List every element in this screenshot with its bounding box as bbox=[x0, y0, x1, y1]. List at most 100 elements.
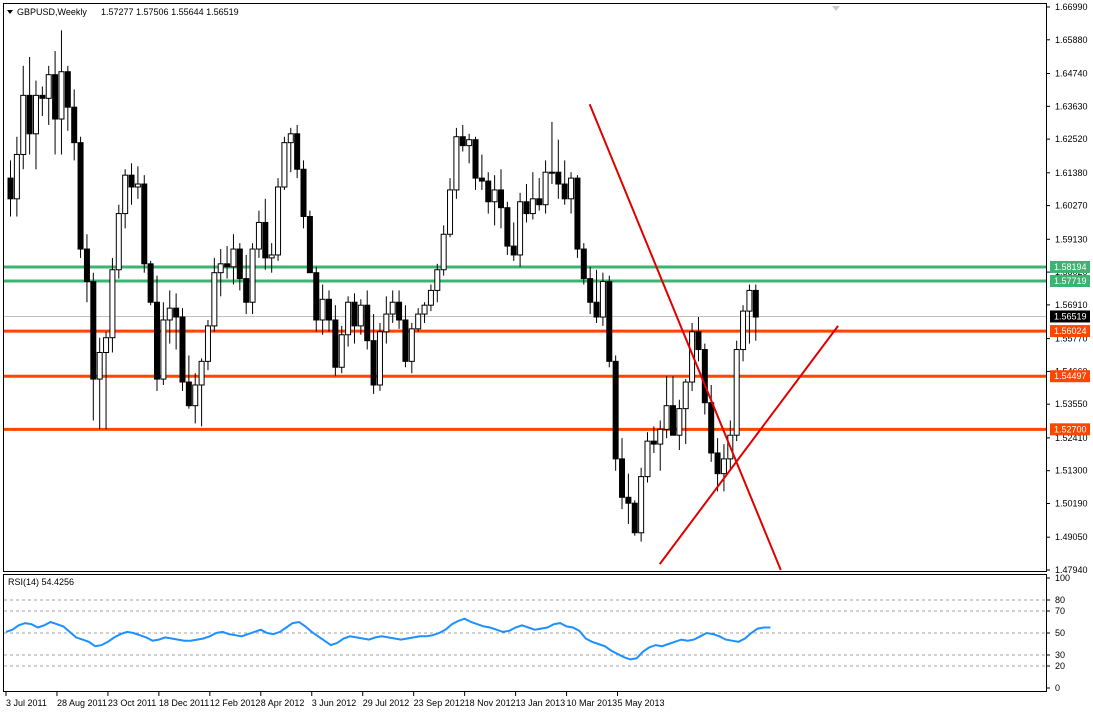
candle bbox=[58, 30, 65, 155]
candle-body-bear bbox=[147, 263, 154, 303]
candle bbox=[682, 379, 689, 445]
time-tick-label: 18 Dec 2011 bbox=[159, 698, 209, 708]
candle-body-bear bbox=[619, 458, 626, 498]
candle-body-bear bbox=[459, 136, 466, 147]
candle-body-bear bbox=[243, 278, 250, 303]
candle bbox=[32, 80, 39, 170]
candle-body-bear bbox=[90, 281, 97, 380]
candle bbox=[669, 376, 676, 436]
candle-body-bear bbox=[236, 248, 243, 280]
candle bbox=[580, 243, 587, 285]
candle-body-bear bbox=[536, 198, 543, 206]
candle-body-bear bbox=[555, 171, 562, 185]
candle bbox=[606, 275, 613, 368]
candle-body-bull bbox=[58, 71, 65, 120]
candle bbox=[77, 136, 84, 258]
candle bbox=[593, 269, 600, 323]
candle bbox=[39, 86, 46, 117]
candle bbox=[326, 290, 332, 332]
candle bbox=[689, 322, 696, 391]
trendline[interactable] bbox=[658, 325, 839, 565]
candle bbox=[396, 290, 403, 329]
candle bbox=[64, 65, 71, 131]
candle-body-bear bbox=[625, 496, 632, 504]
price-tick-label: 1.66990 bbox=[1055, 2, 1088, 12]
candle bbox=[746, 284, 753, 344]
candle bbox=[752, 284, 759, 341]
candle-body-bull bbox=[682, 381, 689, 410]
candle bbox=[90, 272, 97, 421]
candle bbox=[408, 322, 415, 374]
candle bbox=[45, 65, 52, 125]
rsi-tick-label: 0 bbox=[1055, 683, 1060, 693]
candle bbox=[115, 204, 122, 279]
candle bbox=[204, 319, 211, 371]
candle bbox=[294, 124, 301, 179]
rsi-label: RSI(14) 54.4256 bbox=[8, 577, 74, 587]
time-tick-label: 23 Oct 2011 bbox=[108, 698, 156, 708]
candle bbox=[13, 136, 20, 217]
candle bbox=[478, 154, 485, 190]
candle bbox=[650, 426, 657, 453]
candle bbox=[179, 308, 186, 391]
candle-body-bear bbox=[128, 174, 135, 188]
candle bbox=[313, 266, 320, 332]
candle bbox=[440, 225, 447, 276]
candle-body-bull bbox=[638, 476, 645, 534]
candle-body-bear bbox=[326, 298, 332, 321]
price-tick-label: 1.63630 bbox=[1055, 101, 1088, 111]
candle bbox=[619, 438, 626, 510]
candle-body-bear bbox=[300, 168, 307, 218]
candle bbox=[103, 331, 110, 430]
horizontal-level-lines bbox=[4, 265, 1046, 431]
candle bbox=[714, 438, 721, 492]
candle-body-bull bbox=[319, 298, 326, 321]
candle-body-bull bbox=[249, 248, 256, 303]
candle bbox=[147, 260, 154, 306]
candle-body-bull bbox=[740, 310, 747, 351]
candle-body-bull bbox=[13, 153, 20, 200]
trendline-group[interactable] bbox=[588, 103, 839, 571]
candle-body-bull bbox=[134, 183, 141, 188]
candle-body-bear bbox=[173, 307, 180, 318]
candle bbox=[300, 160, 307, 229]
candle-body-bull bbox=[676, 408, 683, 436]
candle-body-bear bbox=[294, 133, 301, 170]
candle bbox=[427, 284, 434, 312]
candle bbox=[663, 376, 670, 439]
candle bbox=[402, 305, 409, 368]
candle-body-bear bbox=[71, 106, 78, 144]
candle-body-bull bbox=[491, 189, 498, 203]
candle-body-bear bbox=[39, 94, 46, 99]
candle-body-bear bbox=[485, 180, 492, 203]
candle bbox=[364, 290, 371, 350]
candle-body-bull bbox=[115, 213, 122, 271]
candle-body-bear bbox=[574, 177, 581, 250]
candle bbox=[497, 169, 504, 229]
candle bbox=[52, 51, 59, 155]
candle-body-bull bbox=[440, 233, 447, 271]
candle-body-bear bbox=[504, 207, 511, 247]
trendline[interactable] bbox=[588, 103, 782, 571]
triangle-down-icon[interactable] bbox=[7, 10, 13, 14]
candle bbox=[434, 263, 441, 303]
candle-body-bull bbox=[338, 334, 345, 368]
candle bbox=[625, 473, 632, 524]
candle-body-bear bbox=[370, 340, 377, 386]
candle bbox=[561, 160, 568, 205]
rsi-line-group bbox=[5, 617, 771, 661]
candle bbox=[128, 163, 135, 205]
candle-body-bull bbox=[268, 254, 275, 259]
triangle-down-icon[interactable] bbox=[832, 6, 840, 11]
candle bbox=[523, 184, 530, 223]
candle bbox=[599, 272, 606, 326]
price-tick-label: 1.59130 bbox=[1055, 234, 1088, 244]
candle-body-bull bbox=[421, 304, 428, 315]
time-tick-label: 18 Nov 2012 bbox=[465, 698, 516, 708]
candle-body-bear bbox=[612, 360, 619, 460]
candle-body-bear bbox=[179, 316, 186, 383]
time-tick-label: 13 Jan 2013 bbox=[516, 698, 566, 708]
candle-body-bear bbox=[224, 263, 231, 268]
